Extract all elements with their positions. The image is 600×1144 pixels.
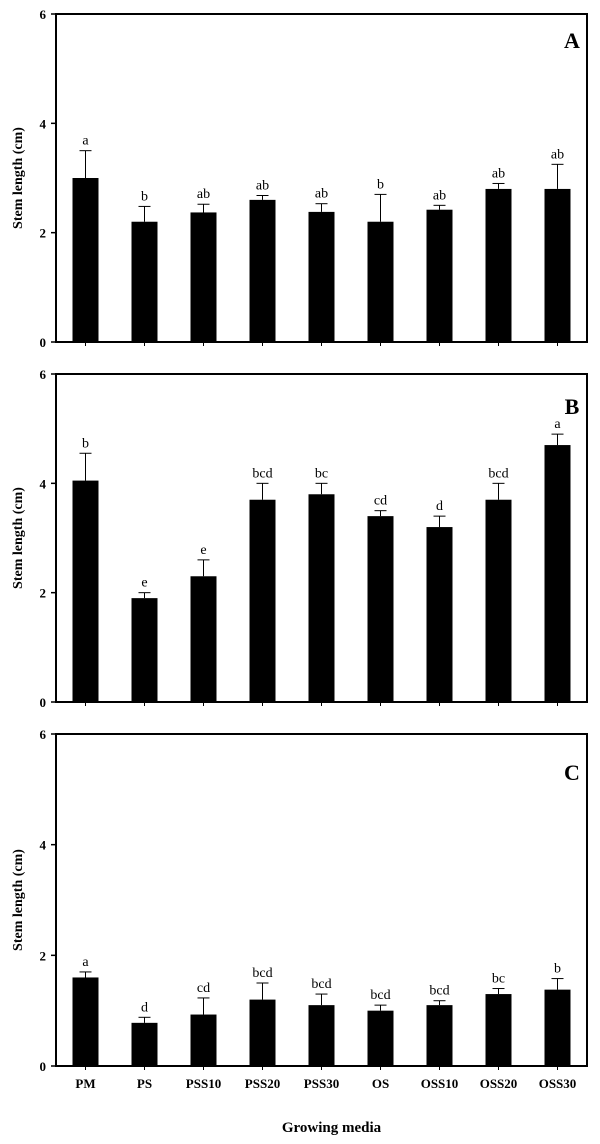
significance-letter: e	[141, 576, 147, 591]
x-tick-label: PSS20	[245, 1076, 280, 1091]
x-tick-label: PSS10	[186, 1076, 221, 1091]
y-tick-label: 6	[40, 367, 47, 382]
bar-pss10	[190, 1014, 217, 1066]
bar-pss20	[249, 999, 276, 1066]
bar-pss20	[249, 499, 276, 702]
y-tick-label: 4	[40, 838, 47, 853]
significance-letter: bcd	[370, 988, 390, 1003]
significance-letter: ab	[315, 187, 328, 202]
panel-c: 0 2 4 6 Stem length (cm) Ca PM d PS cd PSS10 bcd PSS…	[11, 727, 588, 1136]
bar-os	[367, 1010, 394, 1066]
bar-pss30	[308, 1005, 335, 1066]
significance-letter: ab	[197, 187, 210, 202]
significance-letter: cd	[374, 494, 387, 509]
bar-oss10	[426, 527, 453, 702]
significance-letter: bcd	[311, 977, 331, 992]
significance-letter: e	[200, 543, 206, 558]
significance-letter: a	[82, 955, 89, 970]
x-tick-label: PM	[75, 1076, 95, 1091]
panel-letter: A	[564, 28, 580, 53]
bar-pss10	[190, 212, 217, 342]
bar-ps	[131, 221, 158, 342]
bar-oss30	[544, 989, 571, 1066]
panel-letter: B	[565, 394, 580, 419]
y-axis-label: Stem length (cm)	[11, 127, 26, 229]
y-tick-label: 4	[40, 116, 47, 131]
significance-letter: a	[82, 134, 89, 149]
bar-pm	[72, 480, 99, 702]
bar-pss10	[190, 576, 217, 702]
significance-letter: bcd	[252, 966, 272, 981]
y-tick-label: 0	[40, 695, 47, 710]
bar-oss20	[485, 499, 512, 702]
y-tick-label: 4	[40, 476, 47, 491]
y-tick-label: 0	[40, 335, 47, 350]
bar-os	[367, 221, 394, 342]
bar-pm	[72, 178, 99, 342]
significance-letter: bcd	[252, 466, 272, 481]
x-tick-label: OS	[372, 1076, 389, 1091]
bar-pss30	[308, 494, 335, 702]
significance-letter: b	[141, 189, 148, 204]
bar-oss30	[544, 445, 571, 702]
y-tick-label: 0	[40, 1059, 47, 1074]
bar-os	[367, 516, 394, 702]
significance-letter: d	[141, 1000, 148, 1015]
significance-letter: b	[554, 962, 561, 977]
significance-letter: ab	[551, 147, 564, 162]
y-axis-label: Stem length (cm)	[11, 849, 26, 951]
x-tick-label: OSS10	[421, 1076, 459, 1091]
bar-pm	[72, 977, 99, 1066]
x-tick-label: OSS20	[480, 1076, 518, 1091]
significance-letter: d	[436, 499, 443, 514]
significance-letter: b	[377, 177, 384, 192]
y-tick-label: 6	[40, 727, 47, 742]
significance-letter: a	[554, 417, 561, 432]
significance-letter: bc	[315, 466, 328, 481]
y-tick-label: 2	[40, 586, 47, 601]
x-tick-label: PS	[137, 1076, 152, 1091]
y-axis-label: Stem length (cm)	[11, 487, 26, 589]
significance-letter: bcd	[429, 984, 449, 999]
y-tick-label: 2	[40, 948, 47, 963]
y-tick-label: 2	[40, 226, 47, 241]
panel-b: 0 2 4 6 Stem length (cm) Bb e e bcd bc cd d bcd a	[11, 367, 588, 710]
bar-oss20	[485, 188, 512, 342]
significance-letter: ab	[256, 178, 269, 193]
significance-letter: ab	[492, 166, 505, 181]
panel-letter: C	[564, 760, 580, 785]
bar-oss10	[426, 209, 453, 342]
bar-pss30	[308, 211, 335, 342]
significance-letter: cd	[197, 981, 210, 996]
x-tick-label: OSS30	[539, 1076, 577, 1091]
significance-letter: ab	[433, 188, 446, 203]
x-axis-label: Growing media	[282, 1120, 382, 1136]
significance-letter: bc	[492, 972, 505, 987]
bar-oss30	[544, 188, 571, 342]
x-tick-label: PSS30	[304, 1076, 339, 1091]
bar-pss20	[249, 199, 276, 342]
bar-ps	[131, 598, 158, 702]
y-tick-label: 6	[40, 7, 47, 22]
bar-oss20	[485, 994, 512, 1066]
significance-letter: b	[82, 436, 89, 451]
bar-ps	[131, 1022, 158, 1066]
bar-oss10	[426, 1005, 453, 1066]
significance-letter: bcd	[488, 466, 508, 481]
